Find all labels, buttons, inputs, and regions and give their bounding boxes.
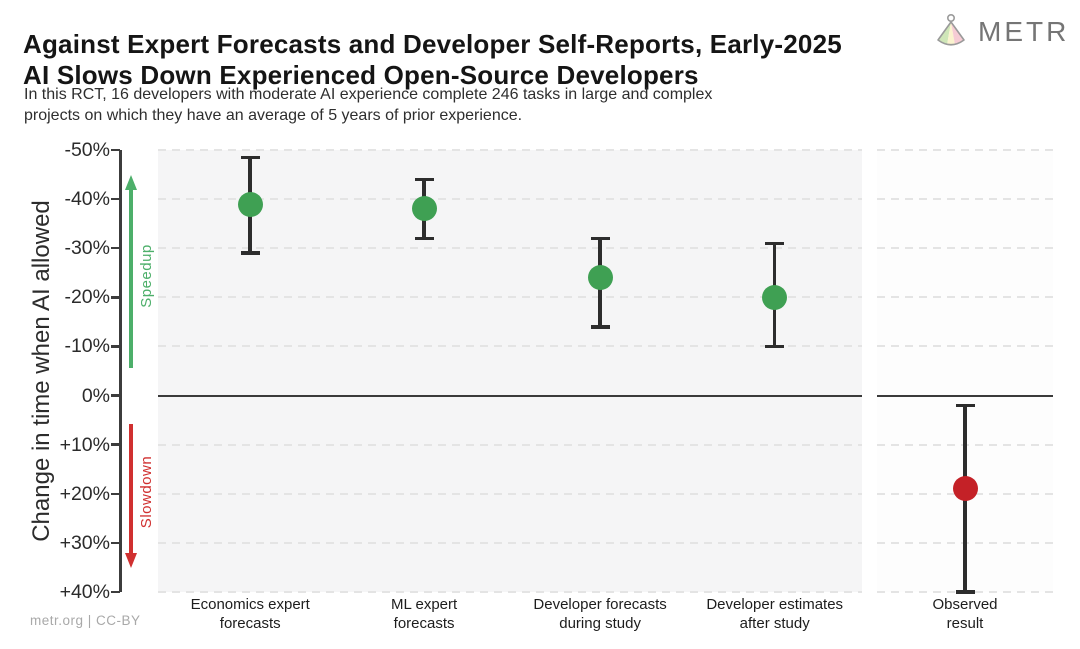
zero-line — [158, 394, 862, 397]
y-tick-mark — [111, 148, 120, 152]
page-title: Against Expert Forecasts and Developer S… — [23, 29, 923, 91]
chart-subtitle-line2: projects on which they have an average o… — [24, 107, 523, 124]
error-bar-cap — [414, 236, 434, 241]
y-axis-title: Change in time when AI allowed — [28, 200, 55, 542]
error-bar-cap — [765, 241, 785, 246]
slowdown-label: Slowdown — [138, 455, 155, 529]
error-bar-cap — [240, 155, 260, 160]
credit-line: metr.org | CC-BY — [30, 613, 141, 628]
gridline — [158, 345, 862, 348]
y-tick-mark — [111, 492, 120, 496]
gridline — [877, 296, 1053, 299]
x-category-label: Observed result — [932, 596, 998, 632]
y-tick-label: +10% — [59, 433, 110, 456]
y-tick-label: -50% — [64, 139, 110, 161]
y-tick-label: -40% — [64, 188, 110, 211]
gridline — [877, 247, 1053, 250]
gridline — [158, 443, 862, 446]
y-tick-label: +40% — [59, 581, 110, 603]
chart-subtitle: In this RCT, 16 developers with moderate… — [24, 84, 964, 126]
page-title-line1: Against Expert Forecasts and Developer S… — [23, 29, 842, 60]
y-tick-label: -20% — [64, 286, 110, 309]
gridline — [877, 149, 1053, 151]
error-bar-cap — [590, 236, 610, 241]
x-category-label: Economics expert forecasts — [190, 596, 310, 632]
x-category-label: Developer estimates after study — [706, 596, 844, 632]
gridline — [158, 591, 862, 593]
metr-wordmark: METR — [978, 16, 1070, 47]
error-bar-cap — [240, 251, 260, 255]
gridline — [158, 198, 862, 201]
data-point-dot — [237, 191, 263, 217]
chart-area: Change in time when AI allowed -50% -40% -… — [0, 139, 1080, 649]
metr-fan-icon — [937, 13, 965, 46]
speedup-label: Speedup — [138, 244, 155, 308]
y-tick-label: -30% — [64, 237, 110, 260]
error-bar-cap — [955, 590, 975, 594]
panel-observed-result — [877, 149, 1053, 594]
y-tick-label: 0% — [81, 384, 110, 407]
gridline — [158, 541, 862, 544]
error-bar-cap — [414, 177, 434, 182]
y-tick-mark — [111, 296, 120, 299]
panel-forecasts — [158, 149, 862, 593]
error-bar-cap — [590, 325, 610, 329]
page-title-line2: AI Slows Down Experienced Open-Source De… — [23, 60, 699, 91]
gridline — [158, 296, 862, 299]
zero-line — [877, 394, 1053, 397]
y-tick-label: +20% — [59, 482, 110, 505]
error-bar-cap — [955, 403, 975, 408]
slowdown-arrow-icon — [125, 424, 137, 568]
y-tick-mark — [111, 394, 120, 397]
y-axis-line — [119, 150, 122, 592]
speedup-arrow-icon — [125, 175, 137, 368]
y-tick-mark — [111, 541, 120, 545]
data-point-dot — [411, 196, 437, 222]
x-category-label: Developer forecasts during study — [533, 596, 667, 632]
y-tick-label: -10% — [64, 335, 110, 358]
metr-logo: METR — [933, 13, 1069, 51]
gridline — [158, 492, 862, 495]
chart-subtitle-line1: In this RCT, 16 developers with moderate… — [24, 86, 713, 103]
x-category-label: ML expert forecasts — [391, 596, 458, 632]
data-point-dot — [762, 284, 788, 310]
y-tick-mark — [111, 197, 120, 201]
gridline — [877, 198, 1053, 201]
gridline — [158, 149, 862, 151]
y-tick-mark — [111, 246, 120, 250]
error-bar-cap — [765, 344, 785, 349]
y-tick-mark — [111, 443, 120, 446]
gridline — [877, 345, 1053, 348]
y-tick-mark — [111, 590, 120, 594]
data-point-dot — [952, 476, 978, 502]
y-tick-label: +30% — [59, 531, 110, 554]
gridline — [158, 247, 862, 250]
y-tick-mark — [111, 345, 120, 348]
data-point-dot — [587, 265, 613, 291]
